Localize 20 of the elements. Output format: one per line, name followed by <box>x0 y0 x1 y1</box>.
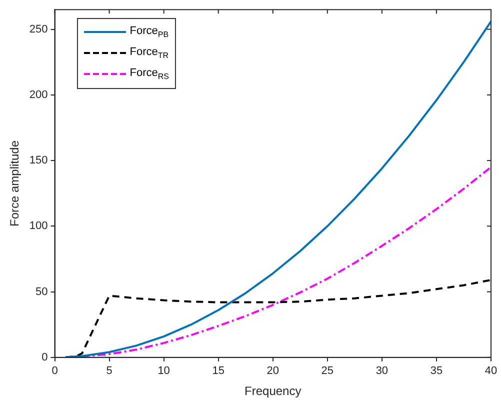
x-tick-label: 25 <box>321 365 334 378</box>
y-tick-label: 100 <box>29 220 48 232</box>
x-tick-label: 30 <box>376 365 388 378</box>
y-tick-label: 250 <box>29 23 48 36</box>
x-tick-label: 5 <box>106 365 112 378</box>
y-tick-label: 50 <box>36 286 48 298</box>
y-tick-label: 150 <box>29 154 48 167</box>
y-axis-title: Force amplitude <box>8 140 22 227</box>
y-tick-label: 0 <box>42 351 48 364</box>
x-tick-label: 20 <box>266 365 279 378</box>
x-tick-label: 15 <box>212 365 224 378</box>
x-tick-label: 10 <box>158 365 170 378</box>
x-tick-label: 35 <box>430 365 443 378</box>
x-tick-label: 40 <box>484 365 498 378</box>
x-axis-title: Frequency <box>244 384 302 398</box>
y-tick-label: 200 <box>29 88 48 101</box>
x-tick-label: 0 <box>52 365 58 378</box>
legend-label: Force$_{RS}$ <box>130 67 169 82</box>
legend-label: Force$_{PB}$ <box>130 25 169 40</box>
legend-label: Force$_{TR}$ <box>130 46 169 60</box>
